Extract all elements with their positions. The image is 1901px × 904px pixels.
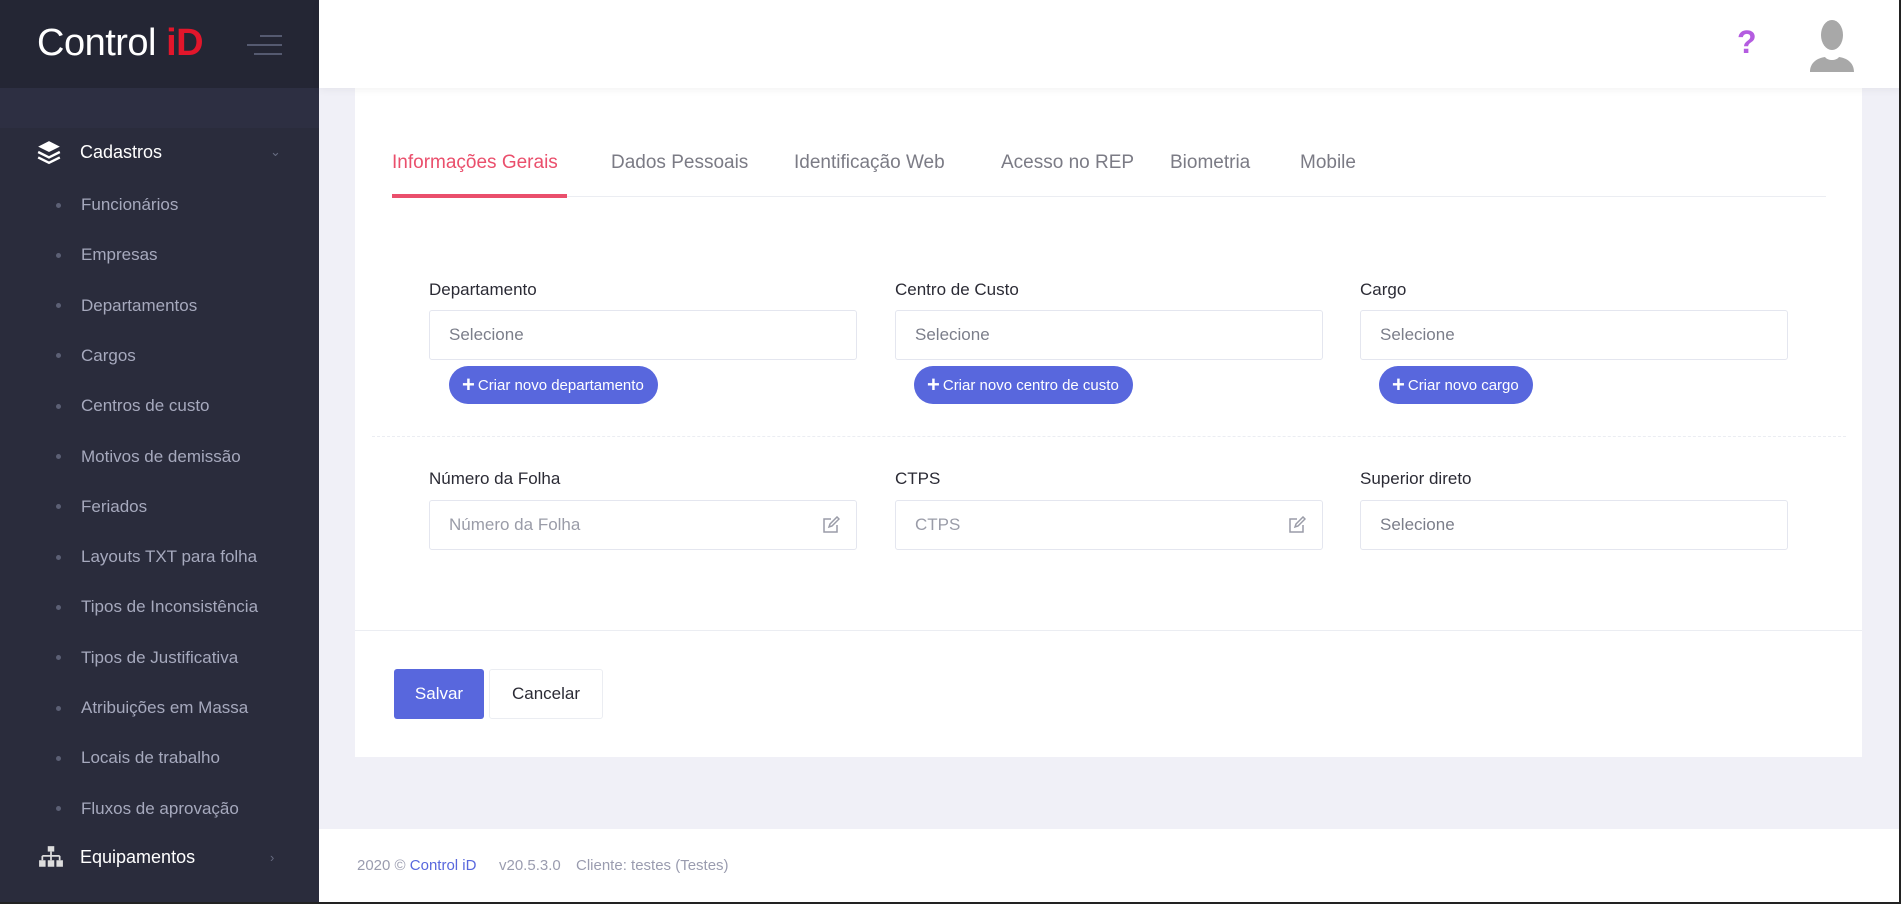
user-avatar-icon[interactable] [1805,18,1859,72]
sidebar-subitem[interactable]: Tipos de Inconsistência [0,587,319,627]
footer: 2020 © Control iD v20.5.3.0 Cliente: tes… [319,829,1901,902]
tab-4[interactable]: Biometria [1170,152,1251,173]
cancel-button[interactable]: Cancelar [489,669,603,719]
tab-divider [392,196,1826,197]
bullet-icon [56,454,61,459]
bullet-icon [56,504,61,510]
plus-icon: + [462,372,475,397]
section-divider [372,436,1846,437]
footer-copyright: 2020 © Control iD [357,857,477,874]
add-centro-custo-button[interactable]: + Criar novo centro de custo [914,366,1133,404]
sidebar-subitem[interactable]: Centros de custo [0,386,319,426]
tab-1[interactable]: Dados Pessoais [611,152,749,173]
bullet-icon [56,655,61,661]
tab-5[interactable]: Mobile [1300,152,1356,173]
edit-icon [823,516,840,533]
tab-0[interactable]: Informações Gerais [392,152,558,173]
bullet-icon [56,353,61,359]
sidebar-subitem[interactable]: Atribuições em Massa [0,688,319,728]
numero-folha-input[interactable]: Número da Folha [429,500,857,550]
sidebar-band [0,88,319,128]
bottom-edge [0,902,1901,904]
ctps-label: CTPS [895,469,941,488]
bullet-icon [56,252,61,258]
menu-toggle-icon[interactable] [247,35,282,55]
sidebar-subitem[interactable]: Locais de trabalho [0,738,319,778]
layers-icon [37,141,61,165]
save-button[interactable]: Salvar [394,669,484,719]
card-footer-divider [355,630,1862,631]
logo[interactable]: Control iD [37,22,204,64]
footer-client: Cliente: testes (Testes) [576,857,729,874]
bullet-icon [56,604,61,610]
sidebar-subitem[interactable]: Motivos de demissão [0,437,319,477]
sidebar-subitem[interactable]: Feriados [0,487,319,527]
chevron-right-icon: › [270,849,275,865]
superior-direto-select[interactable]: Selecione [1360,500,1788,550]
form-card [355,88,1862,757]
sidebar-item-equipamentos[interactable]: Equipamentos › [0,834,319,880]
sidebar-subitem[interactable]: Layouts TXT para folha [0,537,319,577]
bullet-icon [56,806,61,812]
numero-folha-label: Número da Folha [429,469,561,488]
edit-icon [1289,516,1306,533]
tab-3[interactable]: Acesso no REP [1001,152,1135,173]
right-edge [1899,0,1901,904]
sidebar-subitem[interactable]: Empresas [0,235,319,275]
bullet-icon [56,303,61,309]
add-cargo-button[interactable]: + Criar novo cargo [1379,366,1533,404]
cargo-label: Cargo [1360,280,1407,299]
footer-version: v20.5.3.0 [499,857,561,874]
bullet-icon [56,554,61,560]
centro-custo-label: Centro de Custo [895,280,1019,299]
departamento-label: Departamento [429,280,537,299]
departamento-select[interactable]: Selecione [429,310,857,360]
sidebar-item-cadastros[interactable]: Cadastros ⌄ [0,129,319,175]
bullet-icon [56,202,61,208]
superior-direto-label: Superior direto [1360,469,1472,488]
centro-custo-select[interactable]: Selecione [895,310,1323,360]
ctps-input[interactable]: CTPS [895,500,1323,550]
logo-bar: Control iD [0,0,319,88]
tab-2[interactable]: Identificação Web [794,152,945,173]
plus-icon: + [1392,372,1405,397]
plus-icon: + [927,372,940,397]
bullet-icon [56,755,61,761]
sidebar-subitem[interactable]: Cargos [0,336,319,376]
sidebar-subitem[interactable]: Funcionários [0,185,319,225]
cargo-select[interactable]: Selecione [1360,310,1788,360]
sitemap-icon [39,846,63,867]
sidebar-subitem[interactable]: Departamentos [0,286,319,326]
help-icon[interactable]: ? [1737,24,1757,60]
sidebar-subitem[interactable]: Fluxos de aprovação [0,789,319,829]
active-tab-indicator [392,194,567,198]
top-header: ? [319,0,1901,88]
bullet-icon [56,403,61,409]
bullet-icon [56,705,61,711]
add-departamento-button[interactable]: + Criar novo departamento [449,366,658,404]
sidebar: Control iD Cadastros ⌄ Equipamentos › Fu… [0,0,319,904]
footer-company-link[interactable]: Control iD [409,857,477,874]
chevron-down-icon: ⌄ [270,144,281,159]
sidebar-subitem[interactable]: Tipos de Justificativa [0,638,319,678]
